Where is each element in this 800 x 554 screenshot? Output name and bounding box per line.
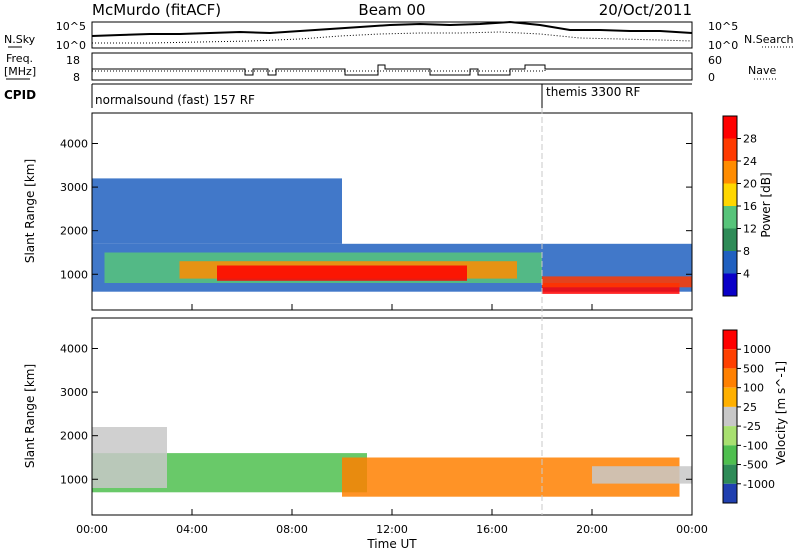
power-y-tick-label-1: 2000: [60, 225, 88, 238]
noise-sky-label: N.Sky: [4, 33, 36, 46]
velocity-y-axis-label: Slant Range [km]: [23, 364, 37, 468]
velocity-colorbar-swatch-8: [723, 483, 737, 503]
power-colorbar-label: Power [dB]: [759, 172, 773, 237]
x-tick-label-2: 08:00: [276, 523, 308, 536]
velocity-colorbar-swatch-4: [723, 406, 737, 427]
power-colorbar: 28 24 20 16 12 8 4: [722, 115, 757, 297]
freq-panel: Freq. [MHz] 18 8 Nave 60 0: [4, 52, 778, 84]
power-colorbar-label-3: 16: [743, 200, 757, 213]
velocity-colorbar-swatch-3: [723, 387, 737, 407]
power-y-tick-label-0: 1000: [60, 268, 88, 281]
x-tick-label-4: 16:00: [476, 523, 508, 536]
freq-left-tick-top: 18: [66, 54, 80, 67]
power-colorbar-swatch-5: [723, 228, 737, 251]
freq-line: [92, 64, 692, 76]
power-band-4: [217, 265, 467, 281]
power-colorbar-swatch-1: [723, 138, 737, 161]
velocity-y-tick-label-3: 4000: [60, 343, 88, 356]
velocity-y-ticks: 1000 2000 3000 4000: [60, 343, 692, 486]
velocity-colorbar-swatch-0: [723, 330, 737, 350]
velocity-colorbar-label-2: 100: [743, 382, 764, 395]
cpid-label: CPID: [4, 88, 36, 102]
power-y-tick-label-3: 4000: [60, 138, 88, 151]
velocity-data-layer: [92, 427, 692, 497]
velocity-colorbar-label: Velocity [m s^-1]: [774, 361, 788, 465]
power-band-1: [92, 178, 342, 244]
noise-right-tick-bottom: 10^0: [708, 39, 738, 52]
velocity-band-1: [92, 427, 167, 488]
x-tick-label-0: 00:00: [76, 523, 108, 536]
power-colorbar-label-2: 20: [743, 178, 757, 191]
power-colorbar-label-5: 8: [743, 245, 750, 258]
power-panel: 1000 2000 3000 4000 Slant Range [km] 28 24 20…: [23, 112, 773, 311]
power-colorbar-label-1: 24: [743, 155, 757, 168]
velocity-colorbar-swatch-2: [723, 368, 737, 388]
noise-left-tick-top: 10^5: [56, 20, 86, 33]
cpid-panel: CPID normalsound (fast) 157 RF themis 33…: [4, 83, 692, 108]
velocity-y-tick-label-2: 3000: [60, 386, 88, 399]
velocity-colorbar: 1000 500 100 25 -25 -100 -500 -1000: [722, 329, 775, 504]
x-tick-label-5: 20:00: [576, 523, 608, 536]
power-y-axis-label: Slant Range [km]: [23, 159, 37, 263]
velocity-panel: 1000 2000 3000 4000 00:00 04:00 08:00 12:00 16:…: [23, 304, 788, 551]
noise-left-tick-bottom: 10^0: [56, 39, 86, 52]
x-tick-label-6: 00:00: [676, 523, 708, 536]
noise-search-label: N.Search: [744, 33, 794, 46]
beam-title: Beam 00: [358, 1, 425, 19]
velocity-colorbar-label-0: 1000: [743, 343, 771, 356]
velocity-x-ticks: 00:00 04:00 08:00 12:00 16:00 20:00 00:00: [76, 304, 708, 536]
power-colorbar-swatch-3: [723, 183, 737, 206]
power-y-tick-label-2: 3000: [60, 181, 88, 194]
velocity-colorbar-swatch-5: [723, 426, 737, 446]
station-title: McMurdo (fitACF): [92, 1, 221, 19]
velocity-colorbar-label-7: -1000: [743, 478, 775, 491]
velocity-colorbar-label-4: -25: [743, 420, 761, 433]
cpid-segment-normalsound: normalsound (fast) 157 RF: [95, 93, 255, 107]
power-colorbar-swatch-4: [723, 206, 737, 229]
velocity-colorbar-swatch-7: [723, 464, 737, 484]
noise-sky-line: [91, 20, 693, 37]
cpid-segment-themis: themis 3300 RF: [546, 85, 640, 99]
power-colorbar-label-6: 4: [743, 268, 750, 281]
time-axis-label: Time UT: [366, 537, 417, 551]
freq-label-1: Freq.: [6, 52, 33, 65]
x-tick-label-3: 12:00: [376, 523, 408, 536]
velocity-colorbar-swatch-6: [723, 445, 737, 465]
velocity-y-tick-label-1: 2000: [60, 430, 88, 443]
velocity-colorbar-label-5: -100: [743, 439, 768, 452]
power-colorbar-label-0: 28: [743, 133, 757, 146]
velocity-colorbar-label-3: 25: [743, 401, 757, 414]
power-colorbar-swatch-6: [723, 251, 737, 274]
velocity-colorbar-frame: [722, 329, 738, 504]
noise-right-tick-top: 10^5: [708, 20, 738, 33]
velocity-colorbar-swatch-1: [723, 349, 737, 369]
power-band-5: [542, 283, 680, 294]
power-colorbar-swatch-0: [723, 116, 737, 139]
velocity-y-tick-label-0: 1000: [60, 473, 88, 486]
x-tick-label-1: 04:00: [176, 523, 208, 536]
freq-label-2: [MHz]: [4, 65, 36, 78]
power-colorbar-swatch-7: [723, 273, 737, 296]
power-data-layer: [92, 178, 692, 294]
power-y-ticks: 1000 2000 3000 4000: [60, 138, 692, 281]
power-colorbar-label-4: 12: [743, 223, 757, 236]
date-title: 20/Oct/2011: [599, 1, 692, 19]
freq-axes: [91, 52, 693, 81]
nave-right-tick-bottom: 0: [708, 71, 715, 84]
nave-label: Nave: [748, 64, 776, 77]
velocity-colorbar-label-6: -500: [743, 459, 768, 472]
velocity-band-3: [592, 466, 692, 484]
freq-left-tick-bottom: 8: [73, 71, 80, 84]
power-band-6: [542, 276, 692, 288]
nave-right-tick-top: 60: [708, 54, 722, 67]
velocity-colorbar-label-1: 500: [743, 362, 764, 375]
power-colorbar-swatch-2: [723, 161, 737, 184]
noise-panel: N.Sky 10^5 10^0 N.Search 10^5 10^0: [4, 20, 795, 52]
